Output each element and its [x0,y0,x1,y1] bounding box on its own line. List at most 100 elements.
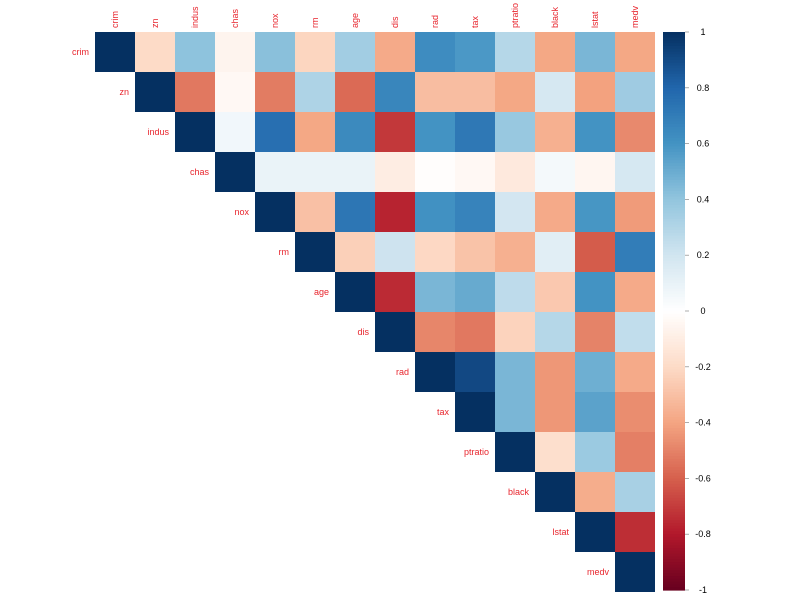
colorbar-segment [663,246,685,251]
colorbar-segment [663,514,685,519]
colorbar-segment [663,553,685,558]
colorbar-segment [663,118,685,122]
colorbar-segment [663,439,685,443]
column-label-rm: rm [310,18,320,29]
cell-zn-age [335,72,375,112]
colorbar-segment [663,405,685,410]
column-label-lstat: lstat [590,11,600,28]
colorbar-segment [663,475,685,479]
cell-nox-tax [455,192,495,232]
cell-age-tax [455,272,495,312]
cell-rad-lstat [575,352,615,392]
colorbar-segment [663,500,685,505]
cell-crim-rm [295,32,335,72]
colorbar-segment [663,244,685,248]
colorbar-segment [663,277,685,281]
cell-zn-black [535,72,575,112]
colorbar-segment [663,581,685,586]
row-label-tax: tax [437,407,450,417]
row-label-chas: chas [190,167,210,177]
cell-crim-nox [255,32,295,72]
colorbar-segment [663,177,685,181]
row-label-indus: indus [147,127,169,137]
cell-zn-dis [375,72,415,112]
cell-rad-tax [455,352,495,392]
cell-indus-lstat [575,112,615,152]
row-label-ptratio: ptratio [464,447,489,457]
cell-indus-rm [295,112,335,152]
colorbar-segment [663,358,685,362]
colorbar-segment [663,297,685,301]
cell-zn-medv [615,72,655,112]
row-label-age: age [314,287,329,297]
colorbar-segment [663,207,685,212]
cell-nox-ptratio [495,192,535,232]
colorbar-segment [663,472,685,477]
cell-chas-age [335,152,375,192]
cell-dis-medv [615,312,655,352]
cell-age-rad [415,272,455,312]
column-label-black: black [550,6,560,28]
colorbar-segment [663,146,685,150]
cell-rm-tax [455,232,495,272]
column-label-chas: chas [230,8,240,28]
colorbar-segment [663,333,685,337]
colorbar-segment [663,249,685,254]
cell-indus-dis [375,112,415,152]
colorbar-segment [663,269,685,273]
cell-ptratio-lstat [575,432,615,472]
colorbar-segment [663,51,685,55]
colorbar-segment [663,90,685,94]
colorbar-segment [663,570,685,574]
cell-chas-ptratio [495,152,535,192]
cell-zn-lstat [575,72,615,112]
colorbar-segment [663,179,685,184]
colorbar-segment [663,478,685,482]
cell-chas-rad [415,152,455,192]
colorbar-segment [663,257,685,262]
colorbar-segment [663,238,685,242]
colorbar-segment [663,517,685,521]
colorbar-segment [663,456,685,460]
colorbar-segment [663,576,685,580]
colorbar-segment [663,386,685,390]
colorbar-segment [663,45,685,50]
cell-indus-ptratio [495,112,535,152]
cell-zn-indus [175,72,215,112]
colorbar-segment [663,132,685,136]
colorbar-segment [663,347,685,351]
cell-tax-lstat [575,392,615,432]
colorbar-segment [663,336,685,340]
cell-indus-medv [615,112,655,152]
colorbar-segment [663,425,685,429]
colorbar-segment [663,32,685,36]
colorbar-segment [663,550,685,555]
colorbar-segment [663,308,685,312]
cell-crim-rad [415,32,455,72]
cell-crim-crim [95,32,135,72]
colorbar-segment [663,48,685,53]
colorbar-segment [663,397,685,401]
colorbar-tick-label: 1 [700,27,705,37]
colorbar-segment [663,545,685,549]
colorbar-segment [663,436,685,440]
colorbar-segment [663,311,685,315]
colorbar-segment [663,573,685,577]
column-label-rad: rad [430,15,440,28]
colorbar-segment [663,509,685,513]
colorbar-segment [663,536,685,541]
cell-black-black [535,472,575,512]
colorbar-segment [663,350,685,354]
cell-chas-chas [215,152,255,192]
cell-rm-age [335,232,375,272]
cell-nox-lstat [575,192,615,232]
colorbar-segment [663,483,685,488]
cell-dis-rad [415,312,455,352]
cell-crim-lstat [575,32,615,72]
colorbar-segment [663,361,685,365]
colorbar-segment [663,202,685,206]
colorbar-segment [663,59,685,64]
cell-nox-nox [255,192,295,232]
cell-rm-rm [295,232,335,272]
colorbar-segment [663,213,685,217]
